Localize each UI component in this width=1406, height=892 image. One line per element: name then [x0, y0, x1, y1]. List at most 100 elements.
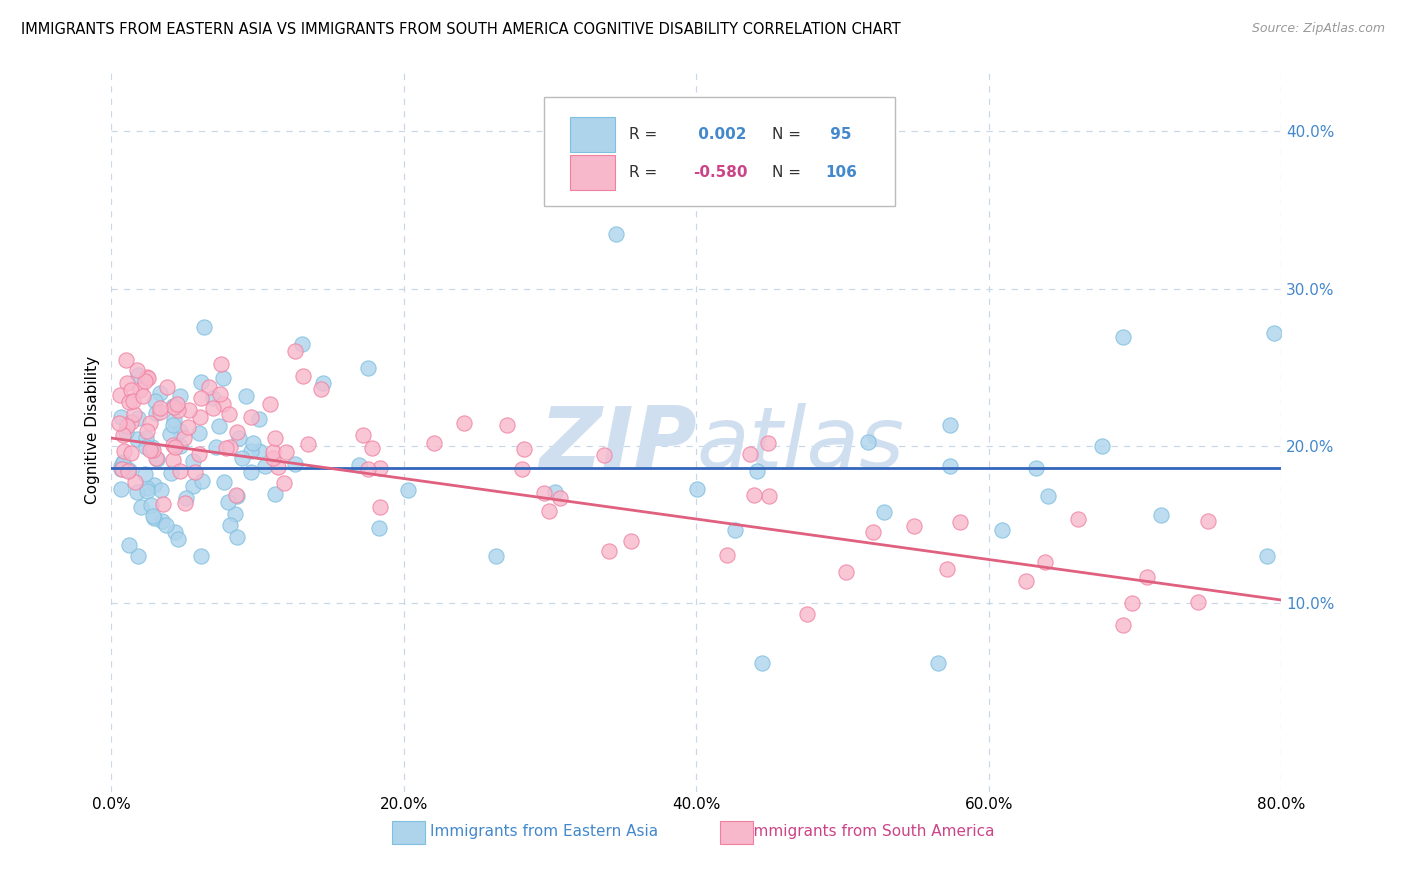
Point: [217, 495, 239, 509]
Point: [198, 380, 221, 394]
Point: [262, 444, 284, 458]
Point: [208, 418, 231, 433]
Point: [598, 544, 620, 558]
Point: [247, 444, 270, 458]
Point: [134, 467, 156, 481]
Point: [368, 461, 391, 475]
Point: [141, 442, 163, 457]
Point: [228, 431, 250, 445]
Point: [127, 549, 149, 563]
Point: [367, 521, 389, 535]
Point: [112, 455, 135, 469]
Point: [167, 532, 190, 546]
Text: R =: R =: [628, 165, 662, 180]
Point: [1197, 515, 1219, 529]
Point: [716, 548, 738, 562]
Point: [181, 479, 204, 493]
Point: [423, 435, 446, 450]
Point: [240, 465, 263, 479]
Point: [1112, 617, 1135, 632]
Text: IMMIGRANTS FROM EASTERN ASIA VS IMMIGRANTS FROM SOUTH AMERICA COGNITIVE DISABILI: IMMIGRANTS FROM EASTERN ASIA VS IMMIGRAN…: [21, 22, 901, 37]
Point: [124, 475, 146, 489]
Point: [605, 227, 627, 241]
Point: [368, 500, 391, 514]
Point: [160, 466, 183, 480]
Point: [163, 440, 186, 454]
Point: [110, 387, 132, 401]
Point: [127, 410, 149, 425]
Point: [129, 500, 152, 514]
Point: [1136, 570, 1159, 584]
Point: [136, 482, 159, 496]
Point: [159, 426, 181, 441]
Point: [496, 417, 519, 432]
Y-axis label: Cognitive Disability: Cognitive Disability: [86, 356, 100, 504]
Point: [112, 443, 135, 458]
Point: [1025, 461, 1047, 475]
Point: [862, 524, 884, 539]
Point: [173, 431, 195, 445]
Point: [145, 406, 167, 420]
Point: [1111, 330, 1133, 344]
Point: [550, 491, 572, 506]
Text: R =: R =: [628, 127, 662, 142]
Point: [742, 488, 765, 502]
Point: [1121, 597, 1143, 611]
FancyBboxPatch shape: [544, 97, 896, 206]
Point: [166, 397, 188, 411]
Point: [163, 400, 186, 414]
Point: [949, 515, 972, 529]
Point: [177, 403, 200, 417]
Point: [284, 344, 307, 359]
Point: [218, 407, 240, 421]
Text: 0.002: 0.002: [693, 127, 747, 142]
Point: [139, 443, 162, 458]
Point: [110, 483, 132, 497]
Point: [118, 395, 141, 409]
Point: [1187, 595, 1209, 609]
Point: [141, 440, 163, 454]
Point: [219, 517, 242, 532]
Point: [139, 416, 162, 430]
Point: [312, 376, 335, 391]
Point: [291, 369, 314, 384]
Point: [125, 363, 148, 377]
Text: atlas: atlas: [696, 403, 904, 486]
Text: -0.580: -0.580: [693, 165, 748, 180]
Point: [115, 425, 138, 439]
Point: [273, 475, 295, 490]
Point: [352, 428, 374, 442]
Bar: [569, 155, 614, 190]
Point: [745, 464, 768, 478]
Point: [188, 409, 211, 424]
Point: [740, 447, 762, 461]
Point: [190, 376, 212, 390]
Point: [142, 511, 165, 525]
Point: [225, 489, 247, 503]
Point: [115, 352, 138, 367]
Point: [136, 370, 159, 384]
Point: [1015, 574, 1038, 588]
Point: [1091, 439, 1114, 453]
Bar: [392, 821, 425, 844]
Text: N =: N =: [772, 165, 806, 180]
Point: [174, 491, 197, 505]
Bar: [720, 821, 752, 844]
Point: [110, 458, 132, 473]
Point: [152, 497, 174, 511]
Point: [127, 433, 149, 447]
Point: [169, 439, 191, 453]
Point: [110, 462, 132, 476]
Point: [264, 431, 287, 445]
Point: [165, 525, 187, 540]
Point: [264, 487, 287, 501]
Point: [544, 485, 567, 500]
Point: [125, 485, 148, 500]
Point: [169, 425, 191, 439]
Point: [132, 389, 155, 403]
Point: [162, 418, 184, 433]
Point: [193, 319, 215, 334]
Point: [191, 475, 214, 489]
Point: [856, 434, 879, 449]
Point: [142, 509, 165, 524]
